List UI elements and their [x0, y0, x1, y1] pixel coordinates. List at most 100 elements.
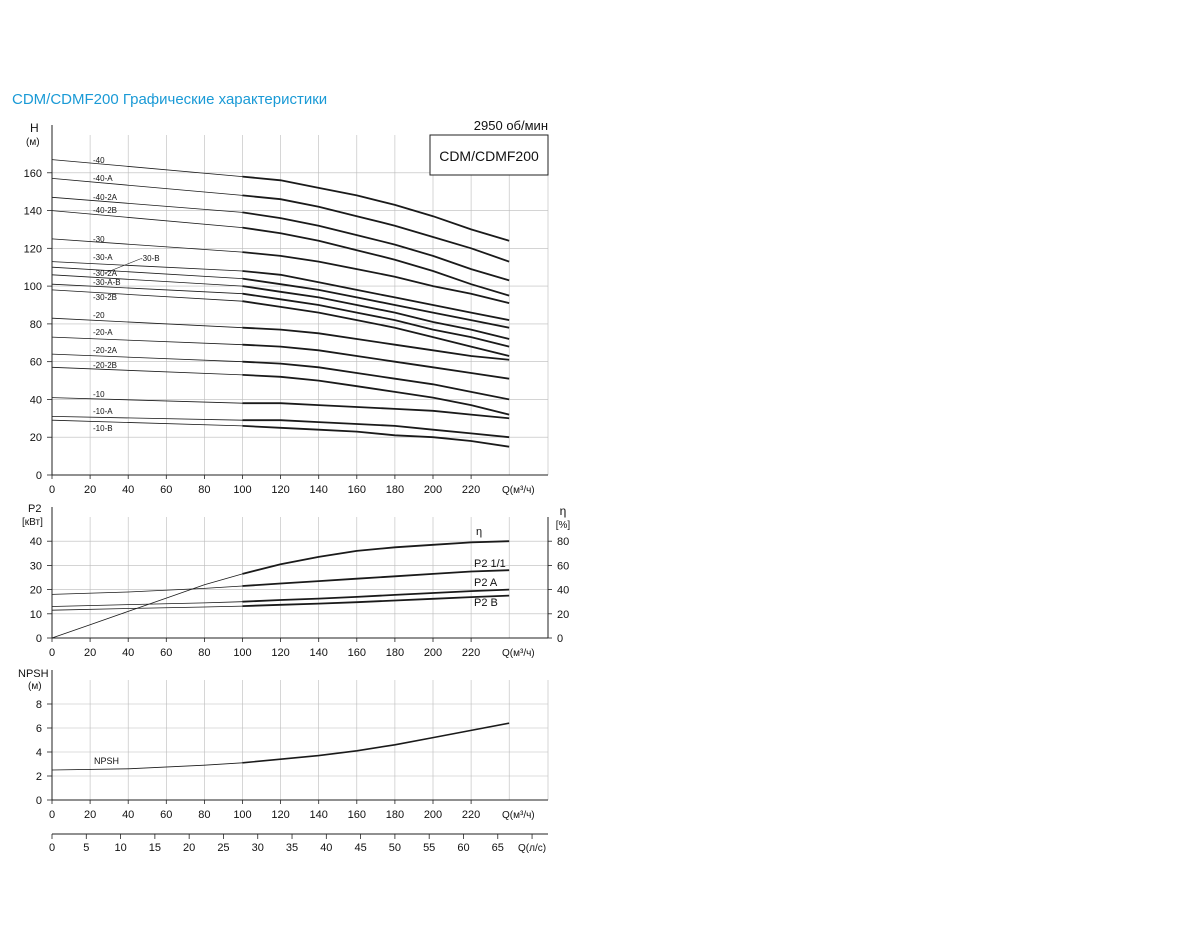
curve-thin-10-A: [51, 416, 243, 421]
series-label: -30-2B: [93, 293, 117, 302]
series-label: -10-B: [93, 424, 113, 433]
ls-tick-label: 35: [286, 842, 298, 854]
ls-axis-unit: Q(л/с): [518, 843, 546, 854]
x-tick-label: 80: [198, 809, 210, 821]
curve-30-2A: [242, 285, 510, 340]
series-label: -20-2B: [93, 361, 117, 370]
series-label: -20-A: [93, 328, 113, 337]
curve-thin: [51, 601, 243, 607]
x-tick-label: 140: [310, 484, 328, 496]
series-label: -20-2A: [93, 346, 118, 355]
x-tick-label: 20: [84, 809, 96, 821]
curve-thin-30: [51, 238, 243, 253]
ls-tick-label: 0: [49, 842, 55, 854]
y2-axis-unit: [%]: [556, 520, 571, 531]
y-tick-label: 60: [30, 357, 42, 369]
curve-P2-1/1: [242, 569, 510, 587]
series-label: -40-2B: [93, 206, 117, 215]
model-box: [429, 134, 549, 176]
curve-thin: [51, 573, 243, 639]
series-label: NPSH: [94, 756, 119, 766]
series-label: P2 1/1: [474, 558, 506, 570]
curve-P2-B: [242, 594, 510, 607]
ls-tick-label: 20: [183, 842, 195, 854]
y-axis-label: NPSH: [18, 668, 49, 680]
y2-tick-label: 0: [557, 633, 563, 645]
curve-40-A: [242, 194, 510, 263]
x-tick-label: 200: [424, 647, 442, 659]
curve-thin: [51, 585, 243, 595]
y-tick-label: 2: [36, 771, 42, 783]
ls-tick-label: 15: [149, 842, 161, 854]
curve-thin-30-B: [51, 266, 243, 279]
curve-thin-40-2A: [51, 196, 243, 213]
x-tick-label: 40: [122, 647, 134, 659]
y-axis-unit: (м): [28, 681, 42, 692]
ls-tick-label: 25: [217, 842, 229, 854]
y-tick-label: 0: [36, 470, 42, 482]
series-label: P2 A: [474, 577, 498, 589]
x-tick-label: 40: [122, 484, 134, 496]
curve-10-B: [242, 425, 510, 448]
x-tick-label: 100: [233, 647, 251, 659]
ls-tick-label: 50: [389, 842, 401, 854]
x-tick-label: 0: [49, 484, 55, 496]
curve-thin-30-2A: [51, 274, 243, 287]
series-label: -30-A-B: [93, 278, 121, 287]
ls-tick-label: 65: [492, 842, 504, 854]
curve-thin-20-2A: [51, 353, 243, 363]
series-label: -20: [93, 311, 105, 320]
x-tick-label: 200: [424, 484, 442, 496]
y-tick-label: 20: [30, 585, 42, 597]
ls-tick-label: 55: [423, 842, 435, 854]
curve-30-2B: [242, 300, 510, 357]
x-tick-label: 160: [348, 647, 366, 659]
x-tick-label: 120: [271, 809, 289, 821]
x-tick-label: 120: [271, 647, 289, 659]
curve-30-B: [242, 277, 510, 329]
y-tick-label: 40: [30, 394, 42, 406]
x-axis-unit: Q(м³/ч): [502, 648, 535, 659]
label-leader-line: [104, 258, 141, 274]
x-tick-label: 100: [233, 809, 251, 821]
ls-tick-label: 10: [114, 842, 126, 854]
x-tick-label: 220: [462, 484, 480, 496]
y2-tick-label: 60: [557, 560, 569, 572]
curve-thin-10: [51, 397, 243, 404]
y2-axis-label: η: [560, 504, 567, 518]
curve-30-A: [242, 270, 510, 321]
y-tick-label: 40: [30, 536, 42, 548]
series-label: -40: [93, 156, 105, 165]
curve-40-2A: [242, 211, 510, 282]
x-tick-label: 180: [386, 647, 404, 659]
x-tick-label: 20: [84, 484, 96, 496]
page-title: CDM/CDMF200 Графические характеристики: [12, 91, 328, 108]
curve-thin-40-2B: [51, 210, 243, 228]
ls-tick-label: 60: [457, 842, 469, 854]
curve-thin-40-A: [51, 178, 243, 196]
series-label: -30-A: [93, 253, 113, 262]
curve-thin-npsh: [51, 762, 243, 771]
curve-η: [242, 540, 510, 575]
curve-thin-20: [51, 317, 243, 329]
x-axis-unit: Q(м³/ч): [502, 485, 535, 496]
x-tick-label: 160: [348, 484, 366, 496]
curve-thin-20-2B: [51, 366, 243, 376]
curve-thin-40: [51, 159, 243, 177]
curve-20-2B: [242, 374, 510, 416]
x-tick-label: 80: [198, 647, 210, 659]
y2-tick-label: 80: [557, 536, 569, 548]
x-tick-label: 80: [198, 484, 210, 496]
y-axis-label: P2: [28, 503, 41, 515]
x-tick-label: 0: [49, 647, 55, 659]
x-tick-label: 20: [84, 647, 96, 659]
y-tick-label: 140: [24, 206, 42, 218]
model-box-label: CDM/CDMF200: [439, 148, 539, 164]
y-tick-label: 8: [36, 699, 42, 711]
curve-20-A: [242, 343, 510, 380]
x-tick-label: 200: [424, 809, 442, 821]
y-tick-label: 0: [36, 633, 42, 645]
y-axis-unit: (м): [26, 137, 40, 148]
y-tick-label: 80: [30, 319, 42, 331]
